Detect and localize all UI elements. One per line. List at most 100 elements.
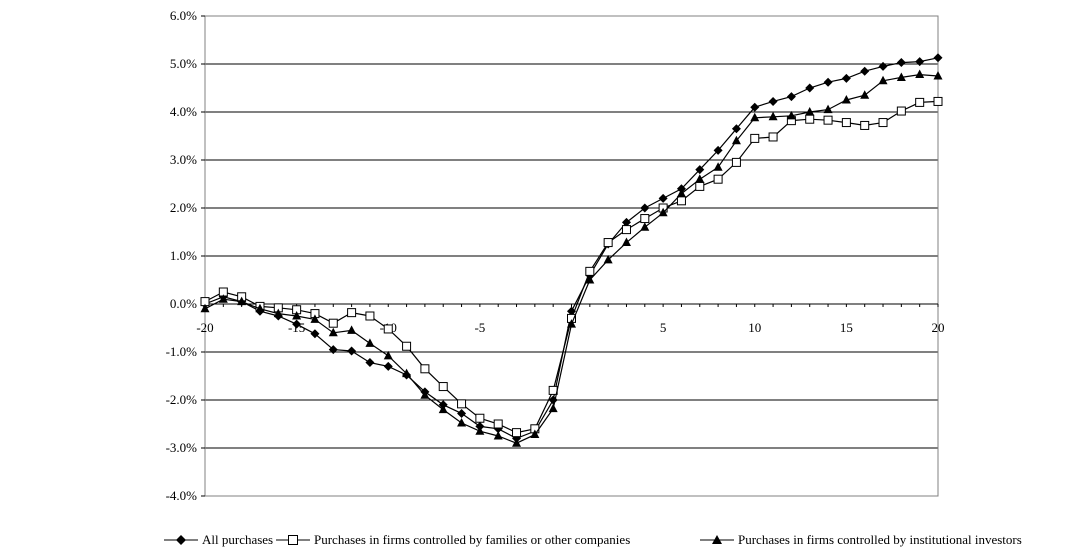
y-tick-label: 4.0%	[170, 104, 197, 119]
data-point	[218, 294, 228, 303]
data-point	[292, 319, 302, 329]
y-tick-label: 3.0%	[170, 152, 197, 167]
data-point	[548, 403, 558, 413]
legend-item-institutional: Purchases in firms controlled by institu…	[700, 532, 1022, 548]
data-point	[420, 390, 430, 399]
data-point	[512, 438, 522, 447]
x-tick-label: 10	[748, 320, 761, 335]
data-point	[805, 83, 815, 93]
data-point	[493, 431, 503, 440]
x-tick-label: -5	[474, 320, 485, 335]
data-point	[383, 350, 393, 360]
data-point	[475, 413, 485, 423]
data-point	[347, 346, 357, 356]
data-point	[860, 120, 870, 130]
data-point	[438, 404, 448, 414]
y-tick-label: 2.0%	[170, 200, 197, 215]
data-point	[768, 132, 778, 142]
y-tick-label: 0.0%	[170, 296, 197, 311]
legend-square-marker-icon	[276, 535, 310, 545]
series-line	[204, 57, 939, 440]
data-point	[457, 399, 467, 409]
data-point	[786, 110, 796, 120]
data-point	[713, 162, 723, 171]
x-tick-label: 20	[932, 320, 945, 335]
data-point	[365, 338, 375, 347]
data-point	[237, 296, 247, 306]
y-tick-label: 6.0%	[170, 8, 197, 23]
data-point	[878, 75, 888, 85]
data-point	[585, 266, 595, 276]
y-tick-label: 5.0%	[170, 56, 197, 71]
data-point	[457, 418, 467, 427]
legend-label-families: Purchases in firms controlled by familie…	[314, 532, 631, 547]
data-point	[823, 115, 833, 125]
series-line	[204, 73, 939, 444]
data-point	[621, 217, 631, 227]
data-point	[676, 188, 686, 198]
x-tick-label: -20	[196, 320, 213, 335]
data-point	[915, 97, 925, 107]
data-point	[896, 106, 906, 116]
x-tick-label: 15	[840, 320, 853, 335]
legend-item-all-purchases: All purchases	[164, 532, 273, 548]
data-point	[365, 358, 375, 368]
series-line	[204, 100, 939, 434]
data-point	[658, 193, 668, 203]
data-point	[420, 364, 430, 374]
legend-triangle-marker-icon	[700, 535, 734, 544]
data-point	[841, 118, 851, 128]
data-point	[347, 308, 357, 318]
data-point	[310, 329, 320, 339]
data-point	[695, 181, 705, 191]
data-point	[860, 90, 870, 99]
data-point	[402, 368, 412, 378]
data-point	[255, 303, 265, 313]
data-point	[621, 225, 631, 235]
data-point	[695, 165, 705, 175]
data-point	[933, 71, 943, 80]
data-point	[365, 311, 375, 321]
legend-label-all-purchases: All purchases	[202, 532, 274, 547]
data-point	[896, 58, 906, 68]
data-point	[383, 324, 393, 334]
data-point	[713, 145, 723, 155]
legend-label-institutional: Purchases in firms controlled by institu…	[738, 532, 1022, 547]
legend-item-families: Purchases in firms controlled by familie…	[276, 532, 630, 548]
data-point	[750, 133, 760, 143]
data-point	[640, 222, 650, 231]
data-point	[328, 345, 338, 355]
data-point	[402, 341, 412, 351]
data-point	[328, 327, 338, 337]
legend-diamond-marker-icon	[164, 535, 198, 545]
data-point	[915, 57, 925, 67]
data-point	[768, 96, 778, 106]
data-point	[805, 107, 815, 116]
data-point	[512, 428, 522, 438]
legend: All purchases Purchases in firms control…	[0, 532, 1092, 552]
data-point	[841, 95, 851, 104]
data-point	[695, 174, 705, 183]
data-point	[841, 73, 851, 83]
data-point	[640, 203, 650, 213]
data-point	[713, 174, 723, 184]
data-point	[603, 238, 613, 248]
data-point	[567, 319, 576, 328]
data-point	[878, 118, 888, 128]
data-point	[823, 77, 833, 87]
series-layer	[200, 53, 943, 447]
data-point	[310, 314, 320, 323]
data-point	[786, 92, 796, 102]
data-point	[823, 104, 833, 114]
y-tick-label: -2.0%	[166, 392, 198, 407]
data-point	[273, 308, 283, 318]
series-3	[200, 69, 943, 447]
data-point	[860, 66, 870, 76]
data-point	[530, 429, 540, 439]
data-point	[493, 419, 503, 429]
data-point	[750, 112, 760, 122]
data-point	[585, 275, 595, 284]
y-tick-label: -3.0%	[166, 440, 198, 455]
data-point	[896, 72, 906, 81]
